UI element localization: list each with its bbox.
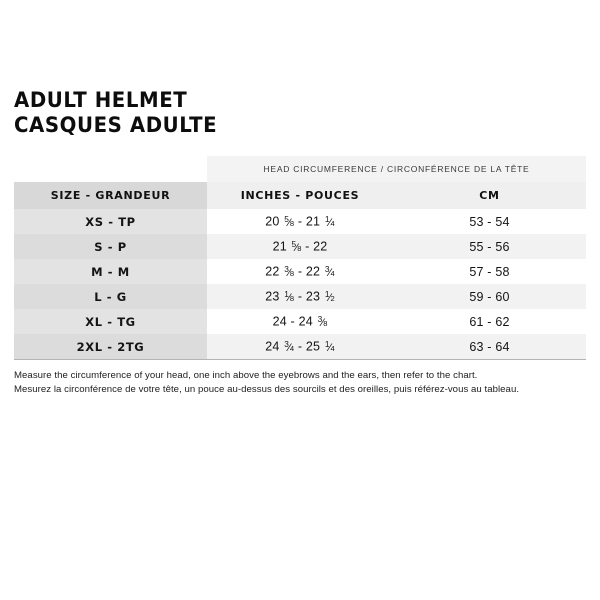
table-row: XS - TP 20 5⁄8 - 21 1⁄4 53 - 54 (14, 209, 586, 234)
cell-inches: 23 1⁄8 - 23 1⁄2 (207, 284, 393, 309)
cell-inches: 24 - 24 3⁄8 (207, 309, 393, 334)
group-header-spacer (14, 156, 207, 182)
cell-size: 2XL - 2TG (14, 334, 207, 360)
measurement-instructions: Measure the circumference of your head, … (14, 369, 586, 396)
table-row: 2XL - 2TG 24 3⁄4 - 25 1⁄4 63 - 64 (14, 334, 586, 360)
group-header-row: HEAD CIRCUMFERENCE / CIRCONFÉRENCE DE LA… (14, 156, 586, 182)
table-row: L - G 23 1⁄8 - 23 1⁄2 59 - 60 (14, 284, 586, 309)
column-header-inches: INCHES - POUCES (207, 182, 393, 209)
group-header-circumference: HEAD CIRCUMFERENCE / CIRCONFÉRENCE DE LA… (207, 156, 586, 182)
table-head: HEAD CIRCUMFERENCE / CIRCONFÉRENCE DE LA… (14, 156, 586, 209)
table-body: XS - TP 20 5⁄8 - 21 1⁄4 53 - 54 S - P 21… (14, 209, 586, 360)
cell-cm: 55 - 56 (393, 234, 586, 259)
cell-inches: 24 3⁄4 - 25 1⁄4 (207, 334, 393, 360)
cell-size: M - M (14, 259, 207, 284)
title-line-fr: CASQUES ADULTE (14, 113, 218, 137)
column-header-size: SIZE - GRANDEUR (14, 182, 207, 209)
page-title: ADULT HELMET CASQUES ADULTE (14, 0, 586, 138)
title-line-en: ADULT HELMET (14, 88, 188, 112)
cell-inches: 22 3⁄8 - 22 3⁄4 (207, 259, 393, 284)
cell-cm: 59 - 60 (393, 284, 586, 309)
cell-size: XS - TP (14, 209, 207, 234)
cell-size: L - G (14, 284, 207, 309)
footnote-line-en: Measure the circumference of your head, … (14, 370, 478, 381)
cell-inches: 20 5⁄8 - 21 1⁄4 (207, 209, 393, 234)
cell-cm: 61 - 62 (393, 309, 586, 334)
cell-cm: 53 - 54 (393, 209, 586, 234)
table-row: S - P 21 5⁄8 - 22 55 - 56 (14, 234, 586, 259)
cell-inches: 21 5⁄8 - 22 (207, 234, 393, 259)
table-row: XL - TG 24 - 24 3⁄8 61 - 62 (14, 309, 586, 334)
cell-size: S - P (14, 234, 207, 259)
size-chart-table: HEAD CIRCUMFERENCE / CIRCONFÉRENCE DE LA… (14, 156, 586, 360)
cell-cm: 63 - 64 (393, 334, 586, 360)
cell-size: XL - TG (14, 309, 207, 334)
column-header-row: SIZE - GRANDEUR INCHES - POUCES CM (14, 182, 586, 209)
footnote-line-fr: Mesurez la circonférence de votre tête, … (14, 383, 520, 395)
column-header-cm: CM (393, 182, 586, 209)
table-row: M - M 22 3⁄8 - 22 3⁄4 57 - 58 (14, 259, 586, 284)
cell-cm: 57 - 58 (393, 259, 586, 284)
